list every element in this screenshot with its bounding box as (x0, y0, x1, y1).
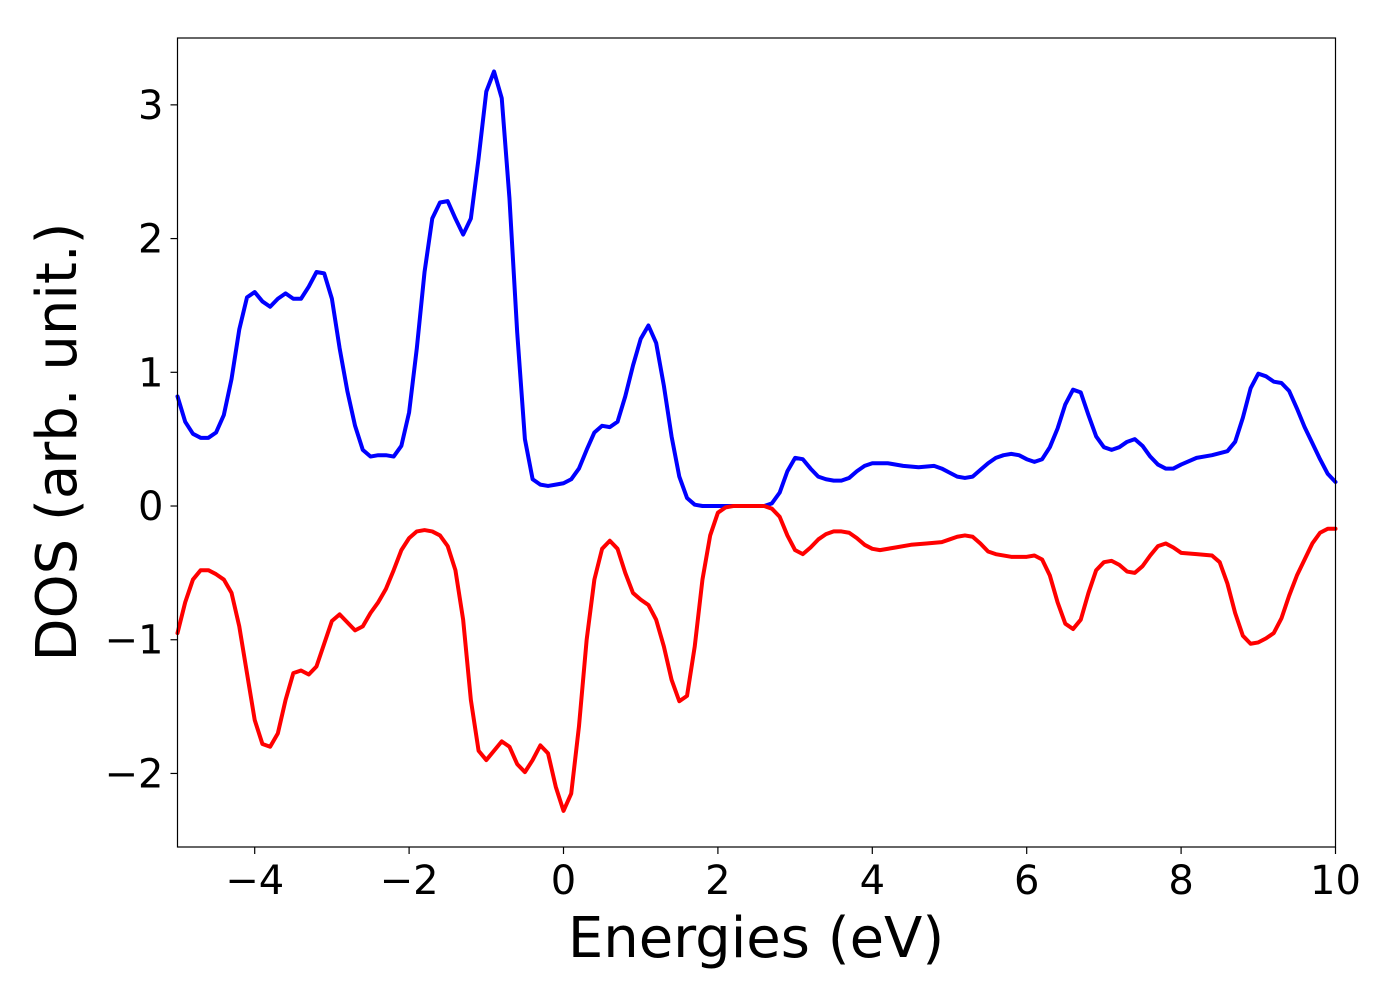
y-tick-label: 2 (138, 217, 163, 263)
x-tick-label: −4 (225, 858, 284, 904)
x-tick-label: 2 (705, 858, 730, 904)
y-tick-label: 0 (138, 484, 163, 530)
series-line-0 (175, 69, 1338, 509)
x-tick-label: 4 (860, 858, 885, 904)
y-tick-label: −1 (105, 618, 164, 664)
y-axis: −2 −1 0 1 2 3 (105, 83, 178, 797)
x-tick-label: 0 (551, 858, 576, 904)
series-line-1 (175, 504, 1338, 813)
y-axis-label: DOS (arb. unit.) (25, 222, 90, 661)
y-tick-label: 1 (138, 350, 163, 396)
x-axis: −4 −2 0 2 4 6 8 10 (225, 847, 1361, 904)
y-tick-label: −2 (105, 751, 164, 797)
x-axis-label: Energies (eV) (568, 906, 944, 971)
plot-frame (176, 37, 1337, 848)
y-tick-label: 3 (138, 83, 163, 129)
x-tick-label: 6 (1014, 858, 1039, 904)
series-layer (175, 69, 1338, 813)
x-tick-label: 8 (1168, 858, 1193, 904)
x-tick-label: 10 (1310, 858, 1361, 904)
x-tick-label: −2 (380, 858, 439, 904)
